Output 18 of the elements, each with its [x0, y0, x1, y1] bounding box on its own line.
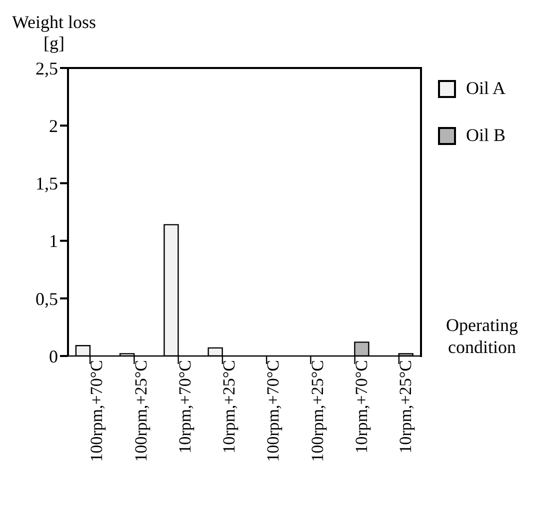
- x-tick-label: 100rpm,+70°C: [264, 360, 283, 462]
- y-tick-label: 2: [49, 116, 58, 136]
- x-tick-label: 100rpm,+25°C: [131, 360, 150, 462]
- y-tick-label: 0,5: [36, 288, 58, 309]
- y-tick-label: 1,5: [36, 174, 58, 194]
- x-axis-title: Operating condition: [446, 314, 518, 358]
- legend-label: Oil A: [466, 78, 506, 99]
- x-tick-label: 10rpm,+70°C: [175, 360, 194, 454]
- x-tick-label: 10rpm,+25°C: [220, 360, 239, 454]
- legend-label: Oil B: [466, 125, 506, 146]
- y-axis-title: Weight loss [g]: [12, 12, 96, 54]
- y-tick-label: 0: [49, 346, 58, 366]
- x-tick-label: 10rpm,+70°C: [352, 360, 371, 454]
- x-tick-label: 100rpm,+25°C: [308, 360, 327, 462]
- y-tick-label: 2,5: [36, 58, 58, 78]
- x-tick-label: 100rpm,+70°C: [87, 360, 106, 462]
- x-tick-label: 10rpm,+25°C: [396, 360, 416, 454]
- y-tick-label: 1: [49, 231, 58, 252]
